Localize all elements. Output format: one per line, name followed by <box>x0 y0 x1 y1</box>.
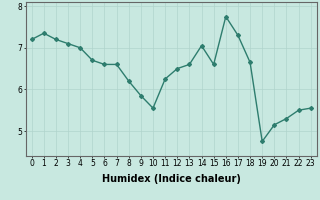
X-axis label: Humidex (Indice chaleur): Humidex (Indice chaleur) <box>102 174 241 184</box>
